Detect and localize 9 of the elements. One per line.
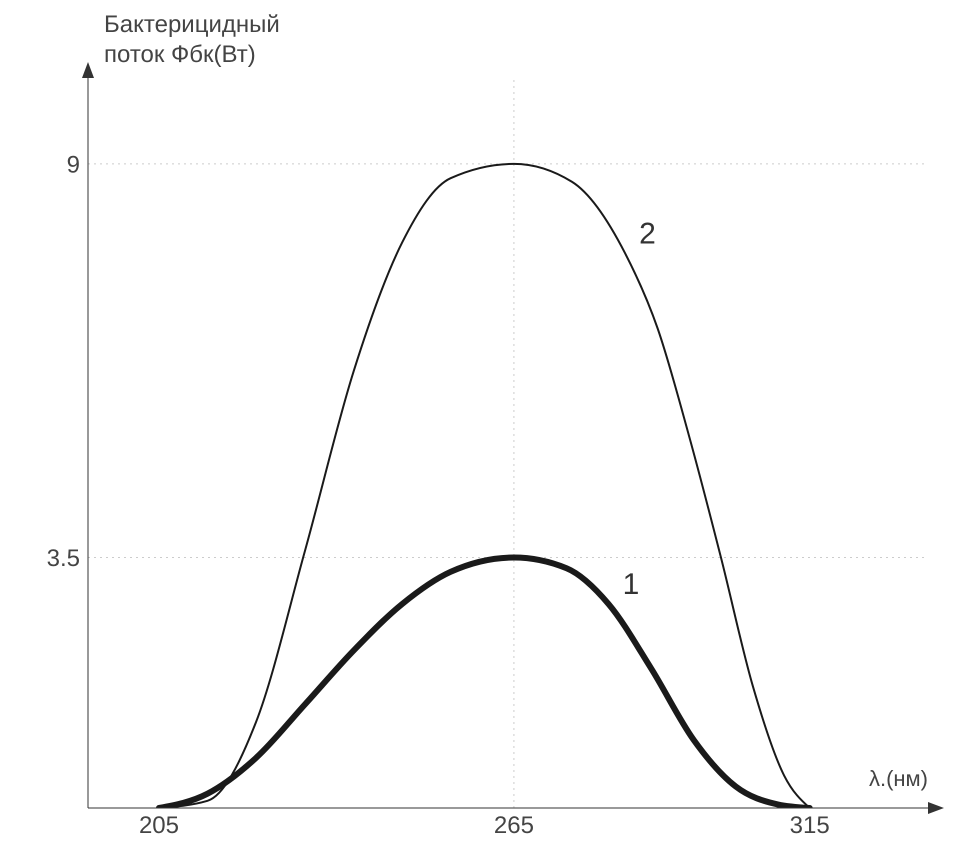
x-tick-label: 205 — [138, 812, 180, 840]
series-label: 1 — [622, 568, 640, 602]
x-tick-label: 315 — [790, 812, 830, 840]
x-tick-label: 265 — [494, 812, 534, 840]
y-tick-label: 9 — [66, 151, 80, 178]
y-axis-title: Бактерицидный поток Фбк(Вт) — [104, 10, 281, 70]
series-label: 2 — [639, 217, 656, 250]
y-tick-label: 3.5 — [46, 545, 80, 572]
x-axis-title: λ.(нм) — [868, 766, 928, 792]
